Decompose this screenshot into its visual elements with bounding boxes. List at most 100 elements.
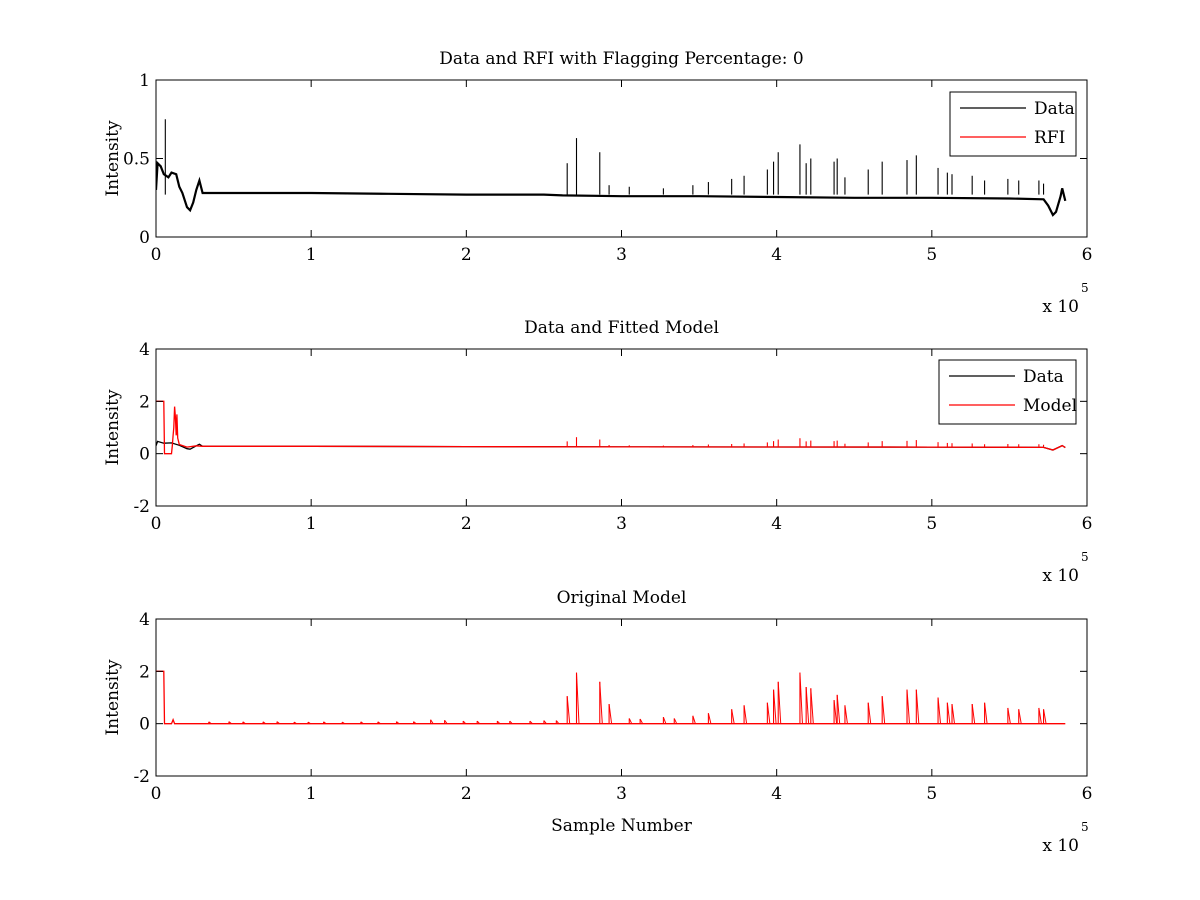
legend: Data Model	[938, 359, 1077, 425]
spike-decay	[377, 721, 381, 725]
spike-decay	[743, 705, 748, 724]
spike-decay	[946, 702, 951, 724]
legend-box	[938, 359, 1077, 425]
spike-decay	[937, 697, 942, 724]
spike-decay	[555, 720, 560, 724]
x-tick-label: 4	[771, 245, 782, 265]
spike-decay	[360, 721, 364, 725]
x-tick-label: 0	[151, 245, 162, 265]
x-tick-label: 5	[926, 245, 937, 265]
spike-decay	[576, 672, 580, 724]
legend: Data RFI	[949, 91, 1077, 157]
x-tick-label: 5	[926, 514, 937, 534]
spike-decay	[692, 715, 696, 724]
spike-decay	[773, 689, 777, 724]
spike-decay	[867, 702, 872, 724]
y-axis-label: Intensity	[103, 659, 123, 735]
spike-decay	[805, 686, 810, 724]
axes-frame	[155, 348, 1088, 507]
chart-title: Data and RFI with Flagging Percentage: 0	[439, 49, 803, 69]
x-tick-label: 4	[771, 514, 782, 534]
spike-decay	[262, 721, 266, 725]
y-tick-label: 2	[139, 662, 150, 682]
spike-decay	[673, 718, 678, 724]
x-multiplier-exponent: 5	[1081, 281, 1089, 295]
x-multiplier-exponent: 5	[1081, 820, 1089, 834]
spike-decay	[836, 694, 841, 724]
x-tick-label: 2	[461, 784, 472, 804]
y-tick-label: -2	[133, 497, 150, 517]
y-tick-label: 0	[139, 715, 150, 735]
x-tick-label: 6	[1082, 784, 1093, 804]
spike-decay	[323, 721, 327, 725]
spike-decay	[799, 672, 803, 724]
x-tick-label: 2	[461, 514, 472, 534]
y-tick-label: 0	[139, 445, 150, 465]
spike-decay	[766, 702, 771, 724]
x-tick-label: 3	[616, 514, 627, 534]
spike-decay	[341, 721, 345, 725]
x-tick-label: 5	[926, 784, 937, 804]
x-tick-label: 3	[616, 245, 627, 265]
spike-decay	[543, 720, 547, 724]
series-line	[156, 400, 1066, 455]
axes-frame	[155, 618, 1088, 777]
spike-decay	[208, 721, 212, 725]
y-axis-label: Intensity	[103, 120, 123, 196]
x-multiplier: x 10	[1042, 297, 1079, 317]
spike-decay	[462, 720, 467, 725]
spike-decay	[444, 719, 448, 724]
spike-decay	[529, 720, 533, 725]
y-tick-label: -2	[133, 767, 150, 787]
chart-title: Original Model	[557, 588, 687, 608]
spike-decay	[810, 688, 814, 724]
series-model	[156, 400, 1066, 455]
legend-label-data: Data	[1023, 367, 1064, 387]
spike-decay	[777, 681, 782, 724]
spike-decay	[1007, 707, 1011, 724]
spike-decay	[307, 721, 311, 725]
spike-decay	[844, 705, 848, 724]
legend-label-model: Model	[1023, 396, 1077, 416]
plot-area	[156, 400, 1066, 455]
spike-decay	[731, 709, 735, 724]
spike-decay	[971, 703, 976, 724]
spike-decay	[396, 721, 400, 725]
y-tick-label: 2	[139, 392, 150, 412]
series-line	[156, 670, 1066, 725]
series-data	[156, 119, 1067, 217]
spike-decay	[906, 689, 911, 724]
y-tick-label: 1	[139, 71, 150, 91]
plot-area	[156, 119, 1067, 217]
x-tick-label: 0	[151, 514, 162, 534]
x-tick-label: 6	[1082, 245, 1093, 265]
series-line	[156, 160, 1067, 217]
y-tick-label: 4	[139, 340, 150, 360]
x-tick-label: 2	[461, 245, 472, 265]
spike-decay	[608, 703, 613, 724]
legend-label-data: Data	[1034, 99, 1075, 119]
spike-decay	[1043, 709, 1047, 724]
spike-decay	[476, 720, 481, 725]
spike-decay	[1018, 709, 1022, 724]
y-tick-label: 4	[139, 610, 150, 630]
spike-decay	[833, 700, 838, 724]
spike-decay	[566, 696, 571, 724]
x-tick-label: 0	[151, 784, 162, 804]
x-tick-label: 1	[306, 784, 317, 804]
spike-decay	[430, 719, 434, 724]
series-model	[156, 670, 1066, 725]
spike-decay	[915, 689, 920, 724]
plot-area	[156, 670, 1066, 725]
x-tick-label: 4	[771, 784, 782, 804]
x-tick-label: 6	[1082, 514, 1093, 534]
spike-decay	[497, 720, 501, 725]
spike-decay	[509, 720, 513, 725]
axes-frame	[155, 79, 1088, 238]
spike-decay	[984, 702, 988, 724]
spike-decay	[628, 718, 633, 724]
y-axis-label: Intensity	[103, 389, 123, 465]
x-axis-label: Sample Number	[551, 816, 693, 836]
